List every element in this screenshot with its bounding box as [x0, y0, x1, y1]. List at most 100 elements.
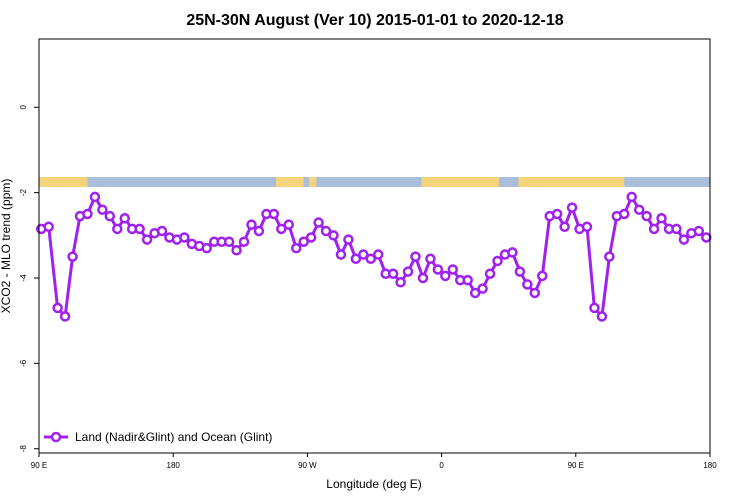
data-point	[604, 251, 615, 262]
data-point	[276, 223, 287, 235]
data-point	[671, 223, 682, 235]
data-point	[462, 274, 473, 286]
land-band	[276, 177, 304, 187]
legend: Land (Nadir&Glint) and Ocean (Glint)	[44, 430, 272, 444]
data-point	[633, 204, 645, 215]
data-point	[52, 302, 63, 314]
data-point	[238, 236, 250, 247]
data-point	[469, 287, 481, 299]
data-point	[619, 208, 630, 220]
data-point	[350, 253, 362, 265]
data-point	[581, 221, 593, 233]
data-point	[701, 232, 712, 243]
data-point	[97, 204, 108, 215]
x-tick-label: 180	[703, 461, 717, 470]
data-point	[514, 266, 526, 277]
data-point	[290, 242, 302, 254]
data-point	[119, 213, 130, 224]
land-band	[308, 177, 317, 187]
data-point	[365, 253, 377, 265]
y-axis-title: XCO2 - MLO trend (ppm)	[0, 179, 13, 314]
data-point	[134, 223, 145, 235]
data-point	[395, 277, 406, 288]
data-point	[492, 255, 503, 267]
data-point	[648, 223, 660, 235]
data-point	[298, 236, 309, 247]
y-tick-label: -2	[19, 189, 28, 197]
land-band	[421, 177, 500, 187]
data-point	[656, 213, 667, 224]
x-tick-label: 0	[439, 461, 444, 470]
data-point	[358, 249, 369, 260]
data-point	[59, 311, 71, 322]
data-point	[417, 272, 429, 284]
data-point	[641, 210, 652, 222]
data-point	[566, 202, 578, 213]
data-point	[223, 236, 235, 247]
data-point	[43, 221, 54, 233]
data-point	[529, 287, 541, 299]
data-point	[678, 234, 690, 245]
x-tick-label: 180	[167, 461, 181, 470]
x-tick-label: 90 W	[298, 461, 317, 470]
data-point	[537, 270, 548, 282]
data-point	[201, 242, 212, 254]
data-point	[82, 208, 93, 220]
x-axis-title: Longitude (deg E)	[326, 477, 421, 491]
plot-frame	[38, 38, 711, 454]
data-point	[156, 225, 168, 237]
y-axis-ticks: 0 -2 -4 -6 -8	[19, 105, 39, 453]
data-point	[410, 251, 421, 262]
data-point	[112, 223, 123, 235]
data-point	[522, 279, 533, 290]
data-point	[559, 221, 570, 233]
data-point	[141, 234, 153, 245]
y-tick-label: -8	[19, 445, 28, 453]
data-point	[432, 264, 444, 275]
data-point	[693, 225, 705, 237]
data-point	[179, 232, 190, 243]
data-point	[507, 247, 518, 258]
data-point	[328, 230, 339, 241]
data-point	[343, 234, 354, 245]
data-point	[477, 283, 488, 294]
data-point	[447, 264, 459, 275]
y-tick-label: 0	[19, 105, 28, 110]
y-tick-label: -6	[19, 359, 28, 367]
data-point	[246, 219, 257, 230]
data-point	[484, 268, 496, 279]
legend-label: Land (Nadir&Glint) and Ocean (Glint)	[75, 430, 272, 444]
data-point	[268, 208, 280, 220]
land-band	[39, 177, 88, 187]
x-tick-label: 90 E	[568, 461, 584, 470]
data-points	[35, 191, 712, 322]
data-point	[387, 268, 399, 279]
data-point	[67, 251, 78, 262]
data-point	[440, 270, 451, 282]
data-point	[372, 249, 384, 260]
data-point	[253, 225, 265, 237]
chart-title: 25N-30N August (Ver 10) 2015-01-01 to 20…	[186, 12, 563, 29]
data-point	[335, 249, 347, 260]
y-tick-label: -4	[19, 274, 28, 282]
land-ocean-strip	[39, 177, 710, 187]
data-point	[313, 217, 324, 228]
data-point	[596, 311, 608, 322]
data-point	[626, 191, 637, 203]
data-point	[551, 208, 563, 220]
data-point	[305, 232, 317, 243]
land-band	[518, 177, 625, 187]
data-point	[89, 191, 101, 203]
ocean-band	[39, 177, 710, 187]
legend-marker	[50, 431, 62, 443]
data-point	[402, 266, 414, 277]
x-tick-label: 90 E	[31, 461, 47, 470]
data-point	[589, 302, 600, 314]
data-point	[104, 210, 116, 222]
data-point	[320, 225, 332, 237]
data-point	[283, 219, 295, 230]
data-point	[425, 253, 436, 265]
x-axis-ticks: 90 E 180 90 W 0 90 E 180	[31, 453, 717, 470]
data-point	[231, 245, 242, 256]
